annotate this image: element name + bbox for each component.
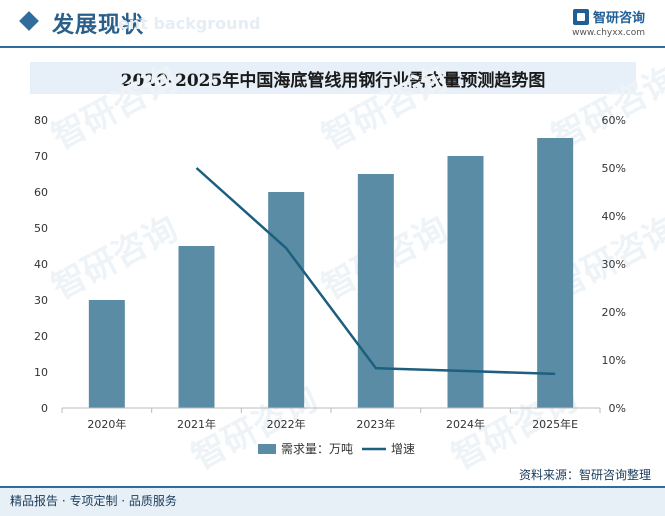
y-right-tick-label: 50%	[602, 162, 626, 175]
footer-bar	[0, 486, 665, 516]
bar	[357, 174, 394, 408]
y-right-tick-label: 10%	[602, 354, 626, 367]
chart-title: 2020-2025年中国海底管线用钢行业需求量预测趋势图	[120, 71, 546, 91]
section-title: 发展现状	[52, 13, 145, 38]
y-right-tick-label: 30%	[602, 258, 626, 271]
y-left-tick-label: 10	[34, 366, 48, 379]
header: 发展现状 ent background 智研咨询 www.chyxx.com	[0, 0, 665, 48]
bar	[88, 300, 125, 408]
x-tick-label: 2021年	[177, 417, 216, 431]
y-right-tick-label: 40%	[602, 210, 626, 223]
y-left-tick-label: 50	[34, 222, 48, 235]
y-left-tick-label: 40	[34, 258, 48, 271]
brand-url[interactable]: www.chyxx.com	[572, 28, 645, 38]
bar	[178, 246, 215, 408]
bar	[447, 156, 484, 408]
x-tick-label: 2022年	[267, 417, 306, 431]
legend: 需求量：万吨 增速	[258, 442, 415, 456]
brand-name: 智研咨询	[592, 11, 645, 26]
y-left-tick-label: 80	[34, 114, 48, 127]
y-right-tick-label: 0%	[609, 402, 626, 415]
y-left-tick-label: 30	[34, 294, 48, 307]
axes-layer: 0 10 20 30 40 50 60 70 80 0% 10% 20% 30% 40% 50% 60% 202…	[34, 114, 626, 431]
watermark-text: 智研咨询	[45, 59, 184, 158]
brand[interactable]: 智研咨询 www.chyxx.com	[572, 6, 645, 38]
y-left-tick-label: 60	[34, 186, 48, 199]
y-right-tick-label: 20%	[602, 306, 626, 319]
y-right-tick-label: 60%	[602, 114, 626, 127]
legend-line-label: 增速	[391, 442, 415, 456]
x-tick-label: 2025年E	[532, 417, 578, 431]
chart-title-band	[30, 62, 636, 94]
legend-bar-label: 需求量：万吨	[281, 442, 353, 456]
y-left-tick-label: 0	[41, 402, 48, 415]
brand-logo-icon	[572, 8, 589, 25]
x-tick-label: 2020年	[87, 417, 126, 431]
watermark-text: 智研咨询	[45, 209, 184, 308]
source-note: 资料来源：智研咨询整理	[518, 468, 651, 482]
y-left-tick-label: 20	[34, 330, 48, 343]
line-layer	[195, 167, 556, 376]
header-watermark-text: ent background	[118, 14, 261, 33]
growth-line	[195, 167, 556, 376]
x-tick-label: 2024年	[446, 417, 485, 431]
bar	[537, 138, 574, 408]
y-left-tick-label: 70	[34, 150, 48, 163]
legend-bar-swatch	[258, 444, 276, 454]
x-tick-label: 2023年	[356, 417, 395, 431]
watermark-text: 智研咨询	[315, 59, 454, 158]
bar	[268, 192, 305, 408]
footer-slogan: 精品报告 · 专项定制 · 品质服务	[10, 494, 177, 508]
header-divider	[0, 46, 665, 48]
